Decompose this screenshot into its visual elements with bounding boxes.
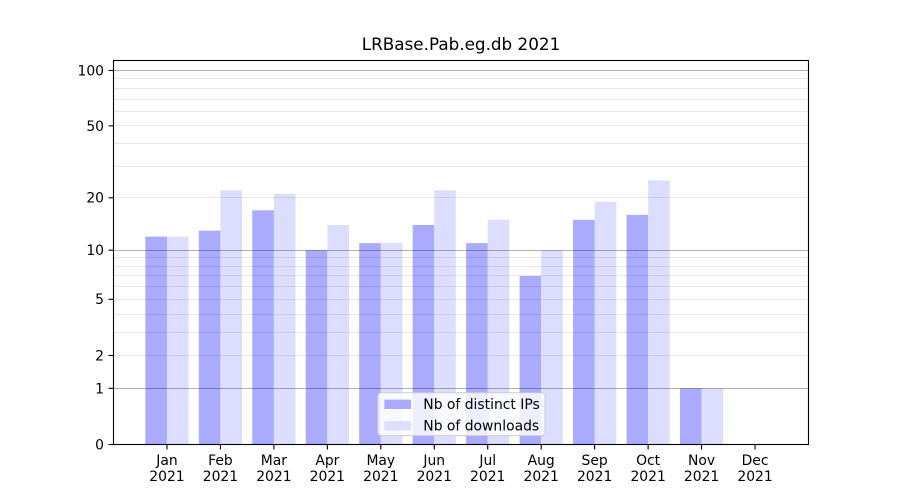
x-tick-label: Apr 2021 [310, 453, 345, 485]
legend-swatch-nb-of-downloads [384, 421, 412, 431]
x-tick-label: Jun 2021 [417, 453, 452, 485]
bar-nb-of-downloads-mar [273, 194, 296, 445]
x-tick-label: Dec 2021 [737, 453, 772, 485]
legend-label: Nb of distinct IPs [423, 397, 539, 413]
y-tick-label: 0 [95, 437, 104, 453]
bar-nb-of-distinct-ips-apr [305, 250, 328, 445]
legend: Nb of distinct IPs Nb of downloads [377, 392, 546, 437]
bar-nb-of-downloads-feb [220, 190, 243, 445]
legend-label: Nb of downloads [423, 418, 539, 434]
x-tick-label: Sep 2021 [577, 453, 612, 485]
bar-nb-of-downloads-jan [166, 236, 189, 445]
y-tick-label: 100 [77, 63, 104, 79]
y-tick-label: 1 [95, 381, 104, 397]
axes-layer [108, 59, 810, 450]
plot-border [112, 59, 810, 446]
bar-nb-of-downloads-jun [434, 190, 456, 445]
x-tick-label: Nov 2021 [684, 453, 719, 485]
bar-nb-of-distinct-ips-oct [626, 214, 649, 445]
bar-nb-of-distinct-ips-jun [412, 225, 435, 445]
bar-nb-of-distinct-ips-mar [252, 210, 274, 445]
legend-swatch-nb-of-distinct-ips [384, 399, 412, 409]
grid-layer [113, 70, 809, 389]
bar-nb-of-downloads-jul [487, 219, 510, 445]
y-tick-label: 20 [86, 191, 104, 207]
bar-nb-of-distinct-ips-nov [679, 388, 702, 445]
x-tick-label: Mar 2021 [256, 453, 291, 485]
x-tick-label: Oct 2021 [630, 453, 665, 485]
x-tick-label: Jan 2021 [149, 453, 184, 485]
legend-box [377, 392, 546, 437]
bar-nb-of-downloads-aug [541, 250, 563, 445]
tick-labels-layer: 0 1 2 5 10 20 50 100 Jan 2021 Feb 2021 Mar 2021 Apr 202… [77, 63, 772, 485]
bar-nb-of-distinct-ips-jan [145, 236, 167, 445]
bar-nb-of-distinct-ips-feb [198, 230, 221, 445]
y-tick-label: 2 [95, 348, 104, 364]
bar-nb-of-downloads-sep [594, 201, 617, 445]
x-tick-label: Aug 2021 [524, 453, 559, 485]
x-tick-label: May 2021 [363, 453, 398, 485]
bar-nb-of-distinct-ips-may [359, 243, 381, 445]
bar-nb-of-downloads-nov [701, 388, 724, 445]
bar-nb-of-distinct-ips-sep [573, 219, 595, 445]
y-tick-label: 10 [86, 243, 104, 259]
chart-title: LRBase.Pab.eg.db 2021 [362, 34, 561, 54]
x-tick-label: Jul 2021 [470, 453, 505, 485]
y-tick-label: 50 [86, 119, 104, 135]
x-tick-label: Feb 2021 [203, 453, 238, 485]
y-tick-label: 5 [95, 292, 104, 308]
bar-nb-of-downloads-apr [327, 225, 349, 445]
bar-nb-of-downloads-oct [648, 180, 670, 445]
